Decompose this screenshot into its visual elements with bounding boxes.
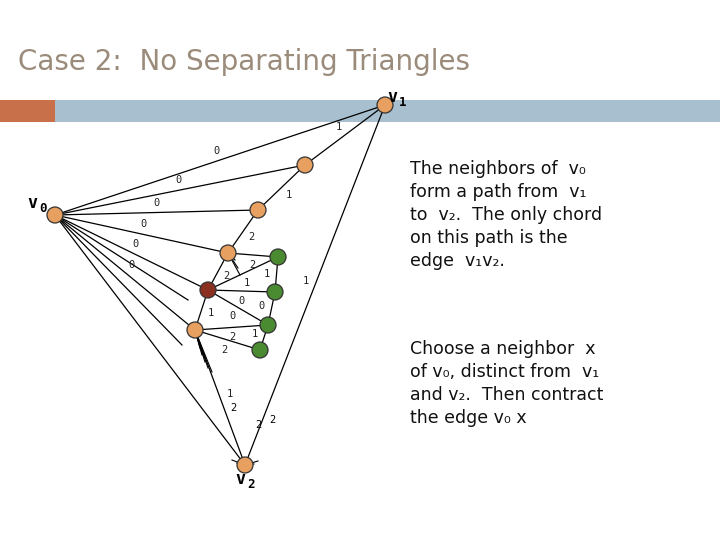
Text: 1: 1 — [336, 122, 342, 132]
Text: v: v — [235, 470, 245, 488]
Text: 1: 1 — [399, 96, 407, 109]
Text: 0: 0 — [258, 301, 265, 312]
Circle shape — [267, 284, 283, 300]
Text: 2: 2 — [229, 333, 235, 342]
Bar — [0, 100, 55, 122]
Text: v: v — [387, 88, 397, 106]
Circle shape — [297, 157, 313, 173]
Circle shape — [250, 202, 266, 218]
Text: edge  v₁v₂.: edge v₁v₂. — [410, 253, 505, 271]
Text: 0: 0 — [153, 198, 159, 207]
Text: 2: 2 — [224, 271, 230, 281]
Text: 1: 1 — [208, 308, 214, 318]
Text: 2: 2 — [230, 403, 236, 413]
Circle shape — [252, 342, 268, 358]
Circle shape — [270, 249, 286, 265]
Text: 1: 1 — [244, 278, 251, 287]
Text: 0: 0 — [214, 145, 220, 156]
Text: 0: 0 — [175, 175, 181, 185]
Text: of v₀, distinct from  v₁: of v₀, distinct from v₁ — [410, 363, 599, 381]
Text: 0: 0 — [238, 296, 244, 306]
Text: Case 2:  No Separating Triangles: Case 2: No Separating Triangles — [18, 48, 470, 76]
Text: on this path is the: on this path is the — [410, 230, 567, 247]
Text: 1: 1 — [285, 190, 292, 200]
Text: v: v — [27, 194, 37, 212]
Text: 2: 2 — [222, 345, 228, 355]
Text: the edge v₀ x: the edge v₀ x — [410, 409, 526, 427]
Text: 2: 2 — [249, 260, 256, 270]
Text: 1: 1 — [226, 389, 233, 399]
Text: to  v₂.  The only chord: to v₂. The only chord — [410, 206, 602, 224]
Circle shape — [200, 282, 216, 298]
Text: 0: 0 — [140, 219, 147, 230]
Text: 0: 0 — [128, 260, 135, 270]
Text: 2: 2 — [269, 415, 275, 425]
Text: 1: 1 — [251, 329, 258, 340]
Circle shape — [47, 207, 63, 223]
Circle shape — [237, 457, 253, 473]
Circle shape — [377, 97, 393, 113]
Bar — [55, 100, 720, 122]
Text: 1: 1 — [264, 268, 270, 279]
Text: 2: 2 — [247, 477, 254, 490]
Text: 1: 1 — [302, 276, 309, 286]
Text: 0: 0 — [39, 201, 47, 214]
Text: Choose a neighbor  x: Choose a neighbor x — [410, 340, 595, 358]
Text: form a path from  v₁: form a path from v₁ — [410, 183, 587, 201]
Text: The neighbors of  v₀: The neighbors of v₀ — [410, 160, 586, 178]
Text: and v₂.  Then contract: and v₂. Then contract — [410, 386, 603, 404]
Circle shape — [260, 317, 276, 333]
Text: 2: 2 — [255, 420, 261, 430]
Text: 0: 0 — [230, 311, 236, 321]
Circle shape — [220, 245, 236, 261]
Circle shape — [187, 322, 203, 338]
Text: 2: 2 — [248, 232, 254, 242]
Text: 0: 0 — [132, 239, 139, 248]
